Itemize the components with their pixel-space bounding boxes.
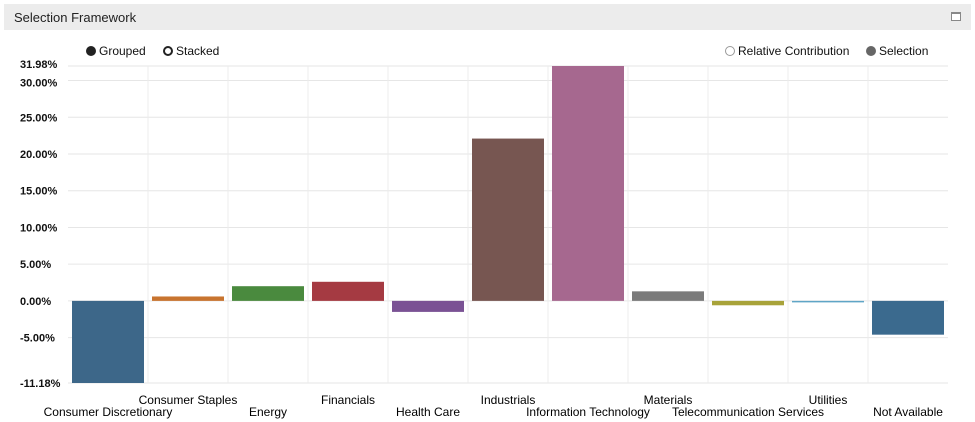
selection-label: Selection [879,44,929,58]
relative-contribution-label: Relative Contribution [738,44,850,58]
legend-filled-icon [866,46,876,56]
maximize-icon[interactable] [951,12,961,21]
x-tick-label: Utilities [809,393,848,407]
bar [872,300,944,335]
y-tick-label: 0.00% [20,296,51,308]
bar [792,300,864,303]
stacked-radio[interactable]: Stacked [163,44,219,58]
x-tick-label: Consumer Discretionary [44,405,173,419]
panel-header: Selection Framework [4,4,971,30]
radio-selected-icon [86,46,96,56]
y-tick-label: 15.00% [20,186,58,198]
x-tick-label: Health Care [396,405,460,419]
legend-hollow-icon [725,46,735,56]
bar [312,281,384,301]
x-tick-label: Not Available [873,405,943,419]
bar [392,300,464,312]
y-tick-label: 25.00% [20,112,58,124]
stacked-label: Stacked [176,44,220,58]
bar [712,300,784,306]
bar [232,286,304,301]
x-tick-label: Financials [321,393,375,407]
legend-selection[interactable]: Selection [866,44,928,58]
bar [472,138,544,301]
y-tick-label: 30.00% [20,78,58,90]
panel-title: Selection Framework [14,10,137,25]
x-tick-label: Consumer Staples [139,393,238,407]
bar [632,291,704,301]
x-tick-label: Industrials [481,393,536,407]
bar [152,296,224,301]
grouped-label: Grouped [99,44,146,58]
x-tick-label: Materials [644,393,693,407]
y-tick-label: 10.00% [20,222,58,234]
x-tick-label: Energy [249,405,287,419]
y-tick-label: 20.00% [20,149,58,161]
y-tick-label: 5.00% [20,259,51,271]
x-tick-label: Information Technology [526,405,650,419]
legend-relative-contribution[interactable]: Relative Contribution [725,44,849,58]
bar [72,300,144,383]
grouped-radio[interactable]: Grouped [86,44,146,58]
y-tick-label: 31.98% [20,59,58,71]
radio-unselected-icon [163,46,173,56]
y-tick-label: -11.18% [20,378,61,390]
bar [552,66,624,301]
y-tick-label: -5.00% [20,333,55,345]
x-tick-label: Telecommunication Services [672,405,824,419]
